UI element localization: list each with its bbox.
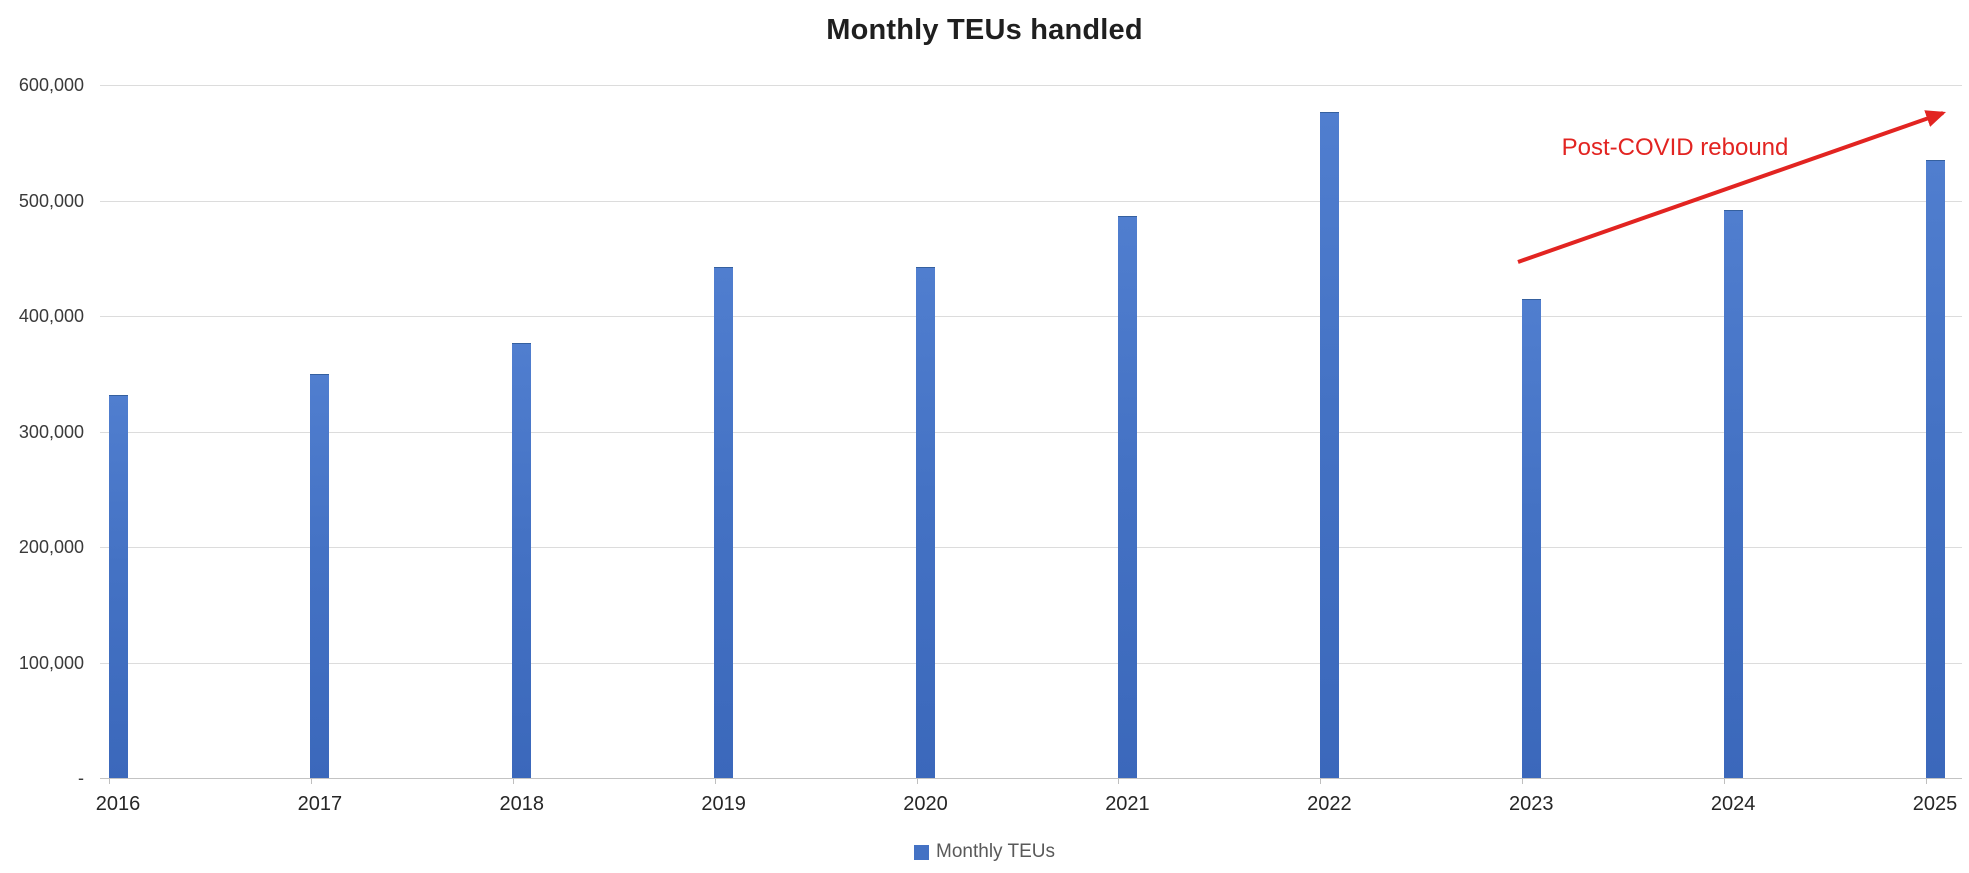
y-axis-label: 300,000 [18, 421, 84, 442]
x-axis-label-2025: 2025 [1912, 793, 1958, 815]
x-axis-line [100, 778, 1962, 779]
bar-2025[interactable] [1925, 160, 1945, 778]
x-axis-label-2018: 2018 [499, 793, 545, 815]
x-axis-label-2016: 2016 [95, 793, 141, 815]
bar-2022[interactable] [1319, 111, 1339, 778]
y-axis-label: 500,000 [18, 190, 84, 211]
x-axis-label-2024: 2024 [1710, 793, 1756, 815]
legend-label: Monthly TEUs [936, 841, 1055, 862]
bar-2021[interactable] [1117, 215, 1137, 778]
x-axis-label-2020: 2020 [903, 793, 948, 815]
bar-2023[interactable] [1521, 298, 1541, 778]
x-axis-tick [310, 778, 312, 784]
y-axis-label: 400,000 [18, 306, 84, 326]
annotation-label: Post-COVID rebound [1561, 134, 1789, 161]
plot-area [100, 85, 1962, 779]
y-axis-label: - [78, 768, 84, 788]
x-axis-tick [1118, 778, 1120, 784]
gridline [100, 200, 1962, 202]
y-axis-label: 200,000 [18, 537, 84, 557]
x-axis-tick [1926, 778, 1927, 784]
gridline [100, 431, 1962, 433]
x-axis-tick [1522, 778, 1524, 784]
bar-2019[interactable] [714, 266, 734, 778]
y-axis-label: 100,000 [18, 652, 84, 673]
bar-2024[interactable] [1723, 209, 1743, 778]
x-axis-label-2023: 2023 [1508, 793, 1554, 815]
bar-2017[interactable] [310, 373, 330, 778]
x-axis-label-2019: 2019 [701, 793, 746, 815]
x-axis-tick [109, 778, 110, 784]
x-axis-label-2021: 2021 [1105, 793, 1150, 815]
x-axis-tick [1320, 778, 1322, 784]
x-axis-tick [714, 778, 716, 784]
legend-swatch [914, 844, 930, 860]
x-axis-label-2022: 2022 [1307, 793, 1352, 815]
chart-title: Monthly TEUs handled [826, 14, 1143, 46]
x-axis-tick [512, 778, 514, 784]
legend[interactable]: Monthly TEUs [0, 841, 1969, 863]
x-axis-tick [916, 778, 918, 784]
gridline [100, 316, 1962, 317]
gridline [100, 662, 1962, 664]
bar-2018[interactable] [512, 342, 532, 778]
annotation-arrow [1517, 110, 1947, 264]
bar-2020[interactable] [916, 266, 936, 778]
bar-2016[interactable] [108, 394, 128, 778]
y-axis-label: 600,000 [18, 75, 84, 95]
x-axis-tick [1724, 778, 1726, 784]
gridline [100, 85, 1962, 86]
gridline [100, 547, 1962, 548]
x-axis-label-2017: 2017 [297, 793, 343, 815]
